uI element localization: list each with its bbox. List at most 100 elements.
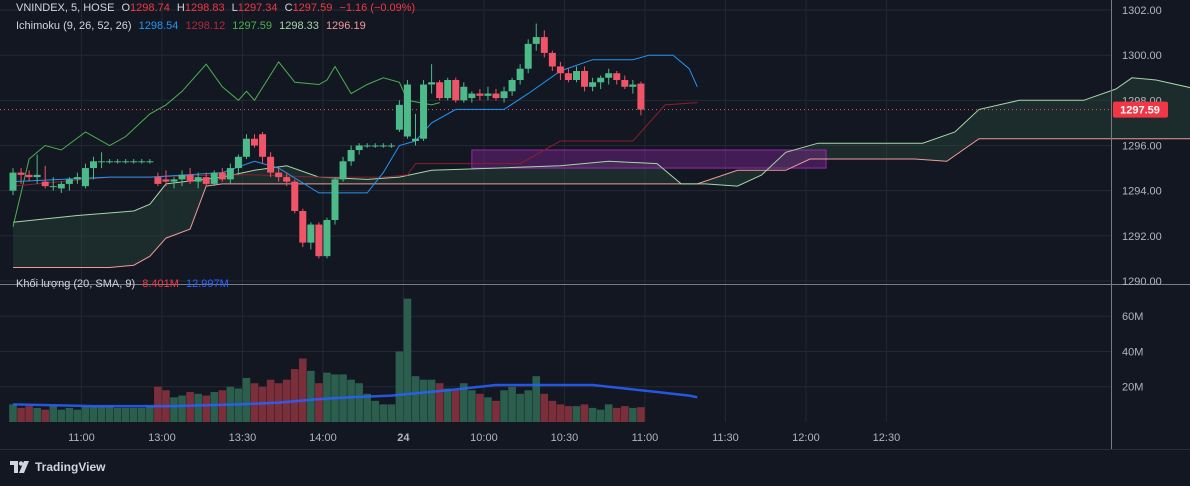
candle-body — [508, 80, 516, 92]
volume-bar — [113, 407, 122, 422]
volume-bar — [516, 393, 524, 422]
volume-bar — [532, 376, 541, 422]
volume-bar — [468, 390, 476, 422]
volume-bar — [443, 388, 452, 422]
candle-body — [331, 179, 339, 221]
candle-body — [548, 52, 556, 67]
candle-body — [581, 70, 589, 87]
volume-bar — [49, 406, 58, 422]
candle-body — [81, 168, 89, 187]
volume-bar — [580, 404, 589, 422]
volume-bar — [347, 379, 355, 422]
candle-body — [162, 179, 170, 182]
volume-bar — [379, 404, 388, 422]
candle-body — [412, 138, 419, 141]
close-value: 1297.59 — [292, 2, 333, 14]
candle-body — [484, 93, 492, 96]
candle-body — [403, 84, 411, 137]
candle-body — [613, 73, 621, 81]
time-tick-label: 13:00 — [148, 432, 176, 444]
price-tick-label: 1302.00 — [1122, 5, 1162, 17]
candle-body — [17, 172, 25, 175]
change-value: −1.16 (−0.09%) — [339, 2, 416, 14]
volume-bar — [596, 409, 605, 422]
low-value: 1297.34 — [237, 2, 278, 14]
volume-bar — [17, 407, 25, 422]
ichimoku-span-a-value: 1298.33 — [279, 20, 319, 32]
candle-body — [226, 168, 234, 180]
candle-body — [524, 43, 532, 69]
candle-body — [33, 174, 41, 178]
volume-bar — [484, 397, 492, 422]
candle-body — [218, 172, 226, 180]
candle-body — [106, 161, 114, 163]
candle-body — [154, 177, 162, 184]
volume-bar — [564, 406, 573, 422]
volume-bar — [186, 392, 194, 422]
candle-body — [186, 174, 194, 182]
volume-bar — [548, 400, 557, 422]
tradingview-watermark[interactable]: TradingView — [10, 460, 105, 474]
candle-body — [428, 82, 436, 85]
time-tick-label: 11:00 — [632, 432, 659, 444]
open-label: O — [121, 2, 131, 14]
ichimoku-legend: Ichimoku (9, 26, 52, 26) 1298.54 1298.12… — [16, 20, 370, 32]
volume-bar — [89, 406, 98, 422]
time-tick-label: 12:00 — [792, 432, 820, 444]
ichimoku-chikou-value: 1297.59 — [232, 20, 273, 32]
candle-body — [41, 181, 49, 187]
volume-sma-value: 12.997M — [185, 278, 229, 290]
candle-body — [9, 172, 17, 191]
volume-bar — [194, 393, 202, 422]
high-value: 1298.83 — [184, 2, 225, 14]
candle-body — [500, 91, 508, 99]
candle-body — [637, 83, 645, 110]
volume-bar — [427, 379, 436, 422]
candle-body — [621, 80, 629, 87]
volume-bar — [129, 407, 138, 422]
volume-bar — [476, 393, 484, 422]
time-tick-label: 13:30 — [229, 432, 257, 444]
last-price-badge-text: 1297.59 — [1120, 105, 1160, 117]
volume-bar — [210, 392, 219, 422]
candle-body — [122, 161, 130, 163]
candle-body — [114, 161, 122, 163]
price-tick-label: 1290.00 — [1122, 276, 1162, 288]
candle-body — [371, 145, 379, 147]
candle-body — [323, 220, 331, 257]
volume-bar — [629, 407, 637, 422]
volume-legend: Khối lượng (20, SMA, 9) 8.401M 12.997M — [16, 278, 233, 290]
candle-body — [492, 93, 500, 99]
volume-bar — [403, 298, 412, 422]
symbol-legend: VNINDEX, 5, HOSE O1298.74 H1298.83 L1297… — [16, 2, 419, 14]
volume-bar — [460, 383, 468, 422]
volume-bar — [9, 404, 17, 422]
volume-bar — [355, 383, 363, 422]
time-tick-label: 11:30 — [712, 432, 739, 444]
candle-body — [267, 156, 275, 173]
chikou-span-line — [12, 61, 440, 227]
volume-bar — [572, 406, 581, 422]
candle-body — [307, 224, 315, 243]
candle-body — [597, 77, 605, 83]
volume-bar — [121, 407, 130, 422]
volume-bar — [524, 390, 532, 422]
volume-bar — [500, 390, 508, 422]
time-tick-label: 11:00 — [68, 432, 95, 444]
ichimoku-name: Ichimoku (9, 26, 52, 26) — [16, 20, 132, 32]
candle-body — [178, 174, 186, 180]
volume-bar — [395, 351, 404, 422]
volume-bar — [170, 397, 178, 422]
candle-body — [460, 86, 468, 101]
volume-value: 8.401M — [142, 278, 179, 290]
volume-bar — [435, 383, 444, 422]
candle-body — [210, 172, 218, 184]
volume-bar — [138, 407, 146, 422]
candle-body — [299, 210, 307, 243]
candle-body — [589, 82, 597, 87]
candle-body — [90, 161, 97, 169]
candle-body — [355, 145, 363, 151]
volume-tick-label: 40M — [1122, 346, 1143, 358]
volume-bar — [73, 409, 82, 422]
volume-bar — [556, 404, 565, 422]
